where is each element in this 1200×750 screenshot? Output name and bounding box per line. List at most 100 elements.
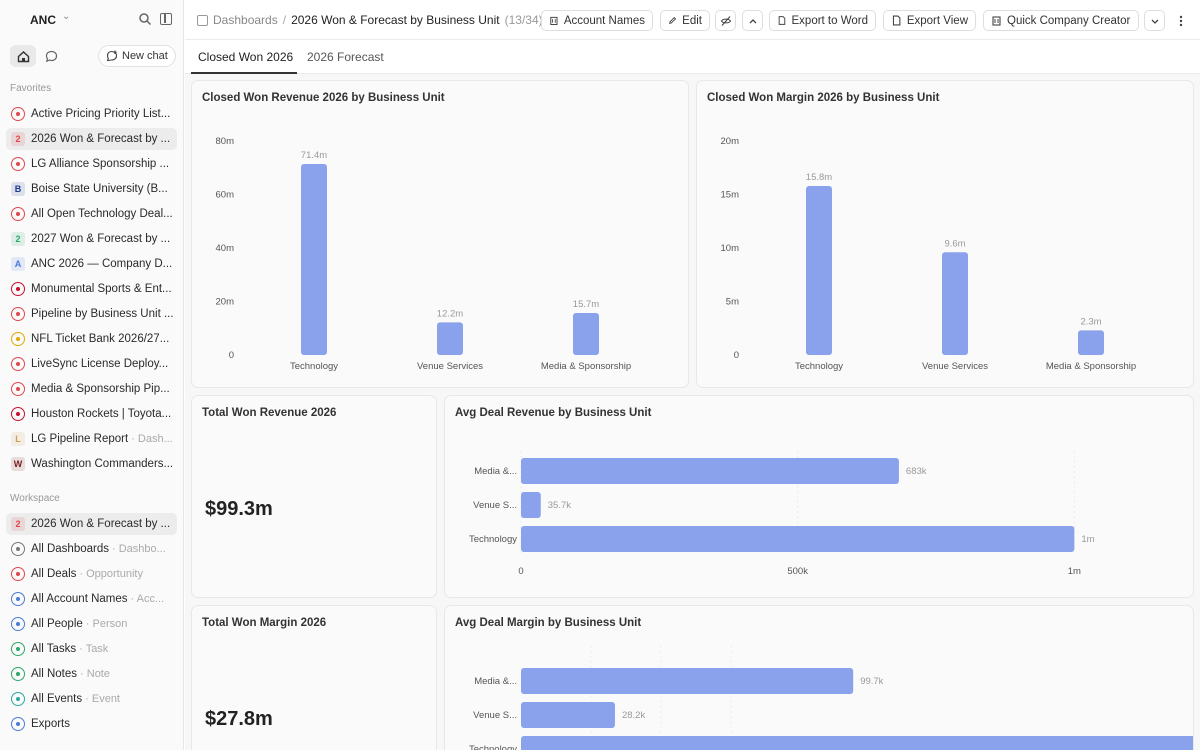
home-icon [17,50,29,62]
x-category-label: Technology [290,361,338,372]
new-chat-button[interactable]: New chat [98,45,176,67]
bar[interactable] [521,702,615,728]
quick-company-creator-label: Quick Company Creator [1007,14,1131,27]
more-actions-dropdown[interactable] [1144,10,1165,31]
deals-icon [11,207,25,221]
chat-bubble-icon [45,50,57,62]
favorite-item[interactable]: Media & Sponsorship Pip... [6,378,177,400]
workspace-item[interactable]: All Notes · Note [6,663,177,685]
quick-company-creator-button[interactable]: Quick Company Creator [983,10,1139,31]
x-tick-label: 500k [787,566,808,577]
favorite-item[interactable]: B Boise State University (B... [6,178,177,200]
bar-value-label: 2.3m [1080,316,1101,327]
deals-icon [11,382,25,396]
account-names-button[interactable]: Account Names [541,10,653,31]
sidebar-toggle-icon[interactable] [160,13,172,25]
favorite-item[interactable]: LG Alliance Sponsorship ... [6,153,177,175]
favorite-item-label: Pipeline by Business Unit ... [31,308,174,320]
breadcrumb: Dashboards / 2026 Won & Forecast by Busi… [197,13,543,27]
dashboard-2-icon: 2 [11,232,25,246]
x-category-label: Media & Sponsorship [1046,361,1136,372]
home-button[interactable] [10,45,36,67]
margin-chart-card[interactable]: Closed Won Margin 2026 by Business Unit … [696,80,1194,388]
workspace-header[interactable]: ANC ⌄ [0,0,184,40]
workspace-item-label: All Events [31,693,83,705]
bar[interactable] [942,252,968,355]
workspace-item[interactable]: All Tasks · Task [6,638,177,660]
workspace-item[interactable]: All People · Person [6,613,177,635]
dashboard-tabs: Closed Won 2026 2026 Forecast [185,41,1200,74]
bar[interactable] [521,526,1075,552]
workspace-item-type: · Task [79,643,109,655]
bar[interactable] [521,458,899,484]
bar-value-label: 99.7k [860,676,883,687]
favorite-item[interactable]: A ANC 2026 — Company D... [6,253,177,275]
avg-deal-revenue-card[interactable]: Avg Deal Revenue by Business Unit 0 500k 1… [444,395,1194,598]
new-chat-label: New chat [122,50,168,62]
bar[interactable] [573,313,599,355]
workspace-item[interactable]: All Events · Event [6,688,177,710]
bar[interactable] [521,736,1194,750]
favorite-item[interactable]: 2 2026 Won & Forecast by ... [6,128,177,150]
y-tick-label: 80m [216,136,235,147]
favorite-item[interactable]: W Washington Commanders... [6,453,177,475]
dashboard-a-icon: A [11,257,25,271]
x-tick-label: 1m [1068,566,1081,577]
favorite-item[interactable]: All Open Technology Deal... [6,203,177,225]
workspace-item-label: All Account Names [31,593,128,605]
bar-value-label: 71.4m [301,150,327,161]
breadcrumb-dashboards-link[interactable]: Dashboards [213,13,278,27]
bar[interactable] [1078,330,1104,355]
edit-button[interactable]: Edit [660,10,710,31]
avg-deal-revenue-title: Avg Deal Revenue by Business Unit [455,407,652,419]
workspace-item[interactable]: All Account Names · Acc... [6,588,177,610]
workspace-item[interactable]: Exports [6,713,177,735]
total-revenue-title: Total Won Revenue 2026 [202,407,337,419]
bar[interactable] [521,668,854,694]
revenue-chart-card[interactable]: Closed Won Revenue 2026 by Business Unit… [191,80,689,388]
workspace-name[interactable]: ANC [30,13,56,27]
notes-icon [11,667,25,681]
tasks-icon [11,642,25,656]
workspace-item-label: All People [31,618,83,630]
favorite-item[interactable]: Houston Rockets | Toyota... [6,403,177,425]
hide-button[interactable] [715,10,736,31]
chevron-down-icon[interactable]: ⌄ [62,11,71,22]
workspace-item-label: All Notes [31,668,78,680]
export-view-button[interactable]: Export View [883,10,976,31]
deals-icon [11,357,25,371]
bar[interactable] [301,164,327,355]
events-icon [11,692,25,706]
bar[interactable] [806,185,832,355]
chat-button[interactable] [40,45,62,67]
bar[interactable] [437,322,463,355]
tab-closed-won-2026[interactable]: Closed Won 2026 [198,50,294,64]
kebab-menu-button[interactable] [1170,10,1191,31]
export-to-word-button[interactable]: Export to Word [769,10,876,31]
nba-logo-icon [11,407,25,421]
favorite-item-label: Media & Sponsorship Pip... [31,383,170,395]
workspace-item[interactable]: All Dashboards · Dashbo... [6,538,177,560]
workspace-item-type: · Person [85,618,128,630]
favorite-item-type: · Dash... [131,433,173,445]
favorite-item[interactable]: Active Pricing Priority List... [6,103,177,125]
favorite-item[interactable]: NFL Ticket Bank 2026/27... [6,328,177,350]
deals-icon [11,307,25,321]
favorite-item[interactable]: LiveSync License Deploy... [6,353,177,375]
search-icon[interactable] [138,12,152,26]
favorite-item[interactable]: Monumental Sports & Ent... [6,278,177,300]
favorite-item[interactable]: Pipeline by Business Unit ... [6,303,177,325]
workspace-item[interactable]: 2 2026 Won & Forecast by ... [6,513,177,535]
total-margin-card[interactable]: Total Won Margin 2026 $27.8m [191,605,437,750]
favorite-item[interactable]: 2 2027 Won & Forecast by ... [6,228,177,250]
total-revenue-card[interactable]: Total Won Revenue 2026 $99.3m [191,395,437,598]
bar[interactable] [521,492,541,518]
y-tick-label: 20m [216,297,235,308]
workspace-item[interactable]: All Deals · Opportunity [6,563,177,585]
collapse-button[interactable] [742,10,763,31]
favorite-item[interactable]: L LG Pipeline Report · Dash... [6,428,177,450]
avg-deal-margin-card[interactable]: Avg Deal Margin by Business Unit 99.7k Me… [444,605,1194,750]
tab-2026-forecast[interactable]: 2026 Forecast [307,50,384,64]
y-category-label: Technology [469,534,517,545]
